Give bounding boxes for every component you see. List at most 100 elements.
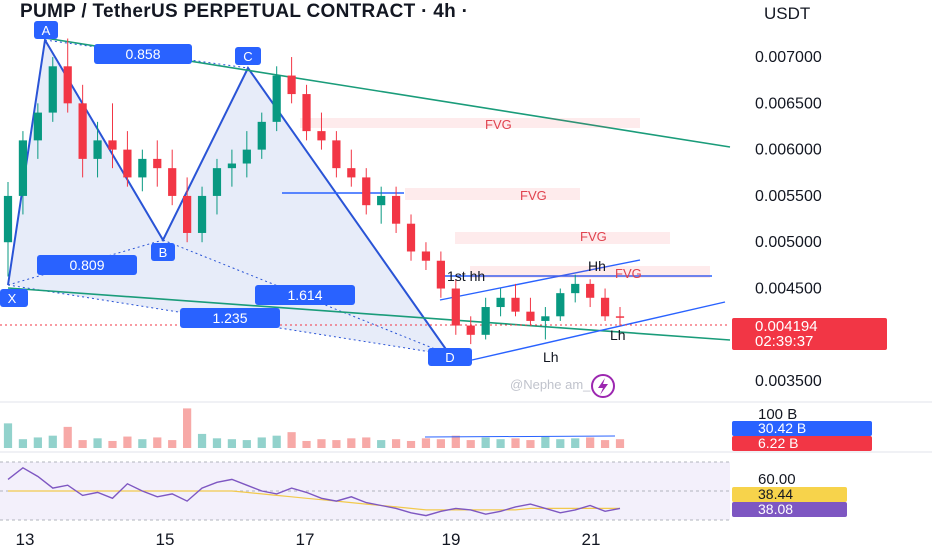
point-a-label: A (42, 23, 51, 38)
volume-bar (600, 440, 610, 448)
descending-trendline-bottom[interactable] (7, 287, 731, 341)
fvg-label: FVG (485, 117, 512, 132)
fvg-zone (405, 188, 580, 200)
chart-title: PUMP / TetherUS PERPETUAL CONTRACT · 4h … (20, 1, 469, 22)
candle-body (317, 131, 326, 141)
candle-body (541, 316, 550, 321)
candle-body (197, 195, 207, 233)
last-price-countdown: 02:39:37 (755, 333, 813, 350)
rsi-badge: 38.08 (732, 501, 847, 517)
candle-body (272, 75, 281, 122)
volume-bar (332, 440, 341, 448)
point-b-badge[interactable]: B (151, 243, 175, 261)
volume-bar (227, 439, 237, 448)
point-x-badge[interactable]: X (0, 289, 28, 307)
fvg-label: FVG (615, 266, 642, 281)
volume-bar (63, 426, 72, 448)
volume-bar (406, 440, 416, 448)
volume-bar (541, 436, 550, 448)
fvg-label: FVG (520, 188, 547, 203)
volume-bar (93, 438, 102, 448)
candle-body (362, 177, 371, 206)
candle-body (48, 66, 57, 113)
candle-body (257, 121, 266, 150)
ratio-label: 0.809 (69, 257, 104, 273)
rising-channel-bottom[interactable] (471, 301, 726, 361)
candle-body (242, 149, 251, 164)
volume-bar (33, 437, 42, 448)
rsi-ma-badge: 38.44 (732, 486, 847, 502)
point-c-badge[interactable]: C (235, 47, 261, 65)
volume-badge-blue: 30.42 B (732, 420, 872, 436)
candle-body (93, 140, 102, 159)
volume-bar (197, 433, 207, 448)
bd-dotted-line (162, 239, 451, 356)
ratio-badge[interactable]: 0.858 (94, 44, 192, 64)
candle-body (33, 112, 42, 141)
candle-body (347, 168, 356, 178)
candle-body (600, 297, 610, 317)
time-tick-label: 13 (16, 530, 35, 549)
time-tick-label: 15 (156, 530, 175, 549)
rsi-value: 38.08 (758, 501, 793, 517)
volume-bar (48, 435, 57, 448)
fvg-zone (300, 118, 640, 128)
volume-bar (526, 440, 535, 448)
ac-dotted-line (44, 39, 249, 69)
price-axis[interactable]: 0.007000 0.006500 0.006000 0.005500 0.005000… (755, 49, 822, 390)
harmonic-pattern-fill (8, 40, 450, 355)
volume-bar (168, 440, 177, 448)
candle-body (332, 140, 341, 169)
time-tick-label: 21 (582, 530, 601, 549)
candle-body (436, 260, 445, 289)
ratio-badge[interactable]: 1.235 (180, 308, 280, 328)
volume-bar (138, 439, 147, 448)
volume-bar (257, 437, 266, 448)
volume-bar (377, 440, 386, 448)
candle-body (526, 311, 535, 321)
volume-bar (556, 439, 565, 448)
volume-bar (586, 437, 595, 448)
time-axis[interactable]: 13 15 17 19 21 (16, 530, 601, 549)
fvg-label: FVG (580, 229, 607, 244)
candle-body (406, 223, 416, 252)
volume-bar (78, 440, 87, 448)
volume-bar (466, 440, 475, 448)
ratio-label: 0.858 (125, 46, 160, 62)
volume-bar (287, 432, 296, 448)
candle-body (227, 163, 237, 169)
currency-label: USDT (764, 4, 811, 23)
last-price-value: 0.004194 (755, 318, 818, 335)
ratio-label: 1.235 (212, 310, 247, 326)
point-d-label: D (445, 350, 454, 365)
volume-bar (421, 438, 431, 448)
point-d-badge[interactable]: D (428, 348, 472, 366)
volume-axis-label: 100 B (758, 406, 797, 423)
candle-body (302, 94, 311, 132)
ratio-badge[interactable]: 0.809 (37, 255, 137, 275)
bolt-icon (591, 374, 615, 398)
rsi-ma-value: 38.44 (758, 486, 793, 502)
volume-bar (391, 439, 401, 448)
rsi-line (7, 466, 621, 517)
watermark: @Nephe am_ (510, 377, 591, 392)
volume-bars (3, 408, 625, 448)
volume-ma-line (424, 435, 616, 438)
rsi-ma-line (8, 490, 620, 511)
candle-body (183, 195, 192, 233)
candle-body (153, 158, 162, 169)
volume-bar (3, 423, 13, 448)
ratio-badge[interactable]: 1.614 (255, 285, 355, 305)
point-a-badge[interactable]: A (34, 21, 58, 39)
volume-bar (615, 439, 625, 448)
rising-channel-top[interactable] (439, 259, 641, 301)
candle-body (481, 307, 490, 335)
volume-bar (123, 436, 132, 448)
price-tick-label: 0.006000 (755, 142, 822, 159)
volume-bar (153, 437, 162, 448)
price-tick-label: 0.005500 (755, 188, 822, 205)
point-b-label: B (159, 245, 168, 260)
price-tick-label: 0.005000 (755, 234, 822, 251)
last-price-badge: 0.004194 02:39:37 (732, 318, 887, 350)
